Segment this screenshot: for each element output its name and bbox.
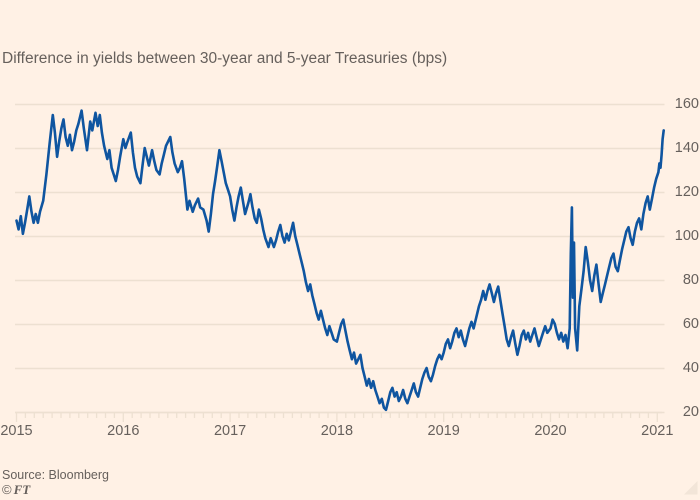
- chart-subtitle: Difference in yields between 30-year and…: [2, 50, 448, 67]
- x-axis-label: 2020: [534, 423, 567, 439]
- x-axis-label: 2019: [427, 423, 460, 439]
- spread-line: [15, 109, 665, 412]
- ft-brand: FT: [13, 482, 31, 497]
- y-axis-label: 140: [674, 140, 699, 156]
- x-axis-label: 2016: [107, 423, 140, 439]
- x-axis-label: 2018: [320, 423, 354, 439]
- corner-triangle-icon: [684, 481, 698, 495]
- x-axis-label: 2021: [641, 423, 674, 439]
- y-axis-label: 100: [674, 228, 699, 244]
- y-axis-label: 60: [682, 316, 699, 332]
- y-axis-label: 160: [674, 96, 699, 112]
- y-axis-label: 40: [682, 360, 699, 376]
- x-axis-label: 2017: [213, 423, 247, 439]
- copyright-symbol: ©: [2, 482, 12, 497]
- ft-credit: © FT: [2, 482, 30, 498]
- source-text: Source: Bloomberg: [2, 468, 110, 482]
- y-axis-label: 20: [682, 404, 699, 420]
- y-axis-label: 120: [674, 184, 699, 200]
- x-axis-label: 2015: [0, 423, 33, 439]
- y-axis-label: 80: [682, 272, 699, 288]
